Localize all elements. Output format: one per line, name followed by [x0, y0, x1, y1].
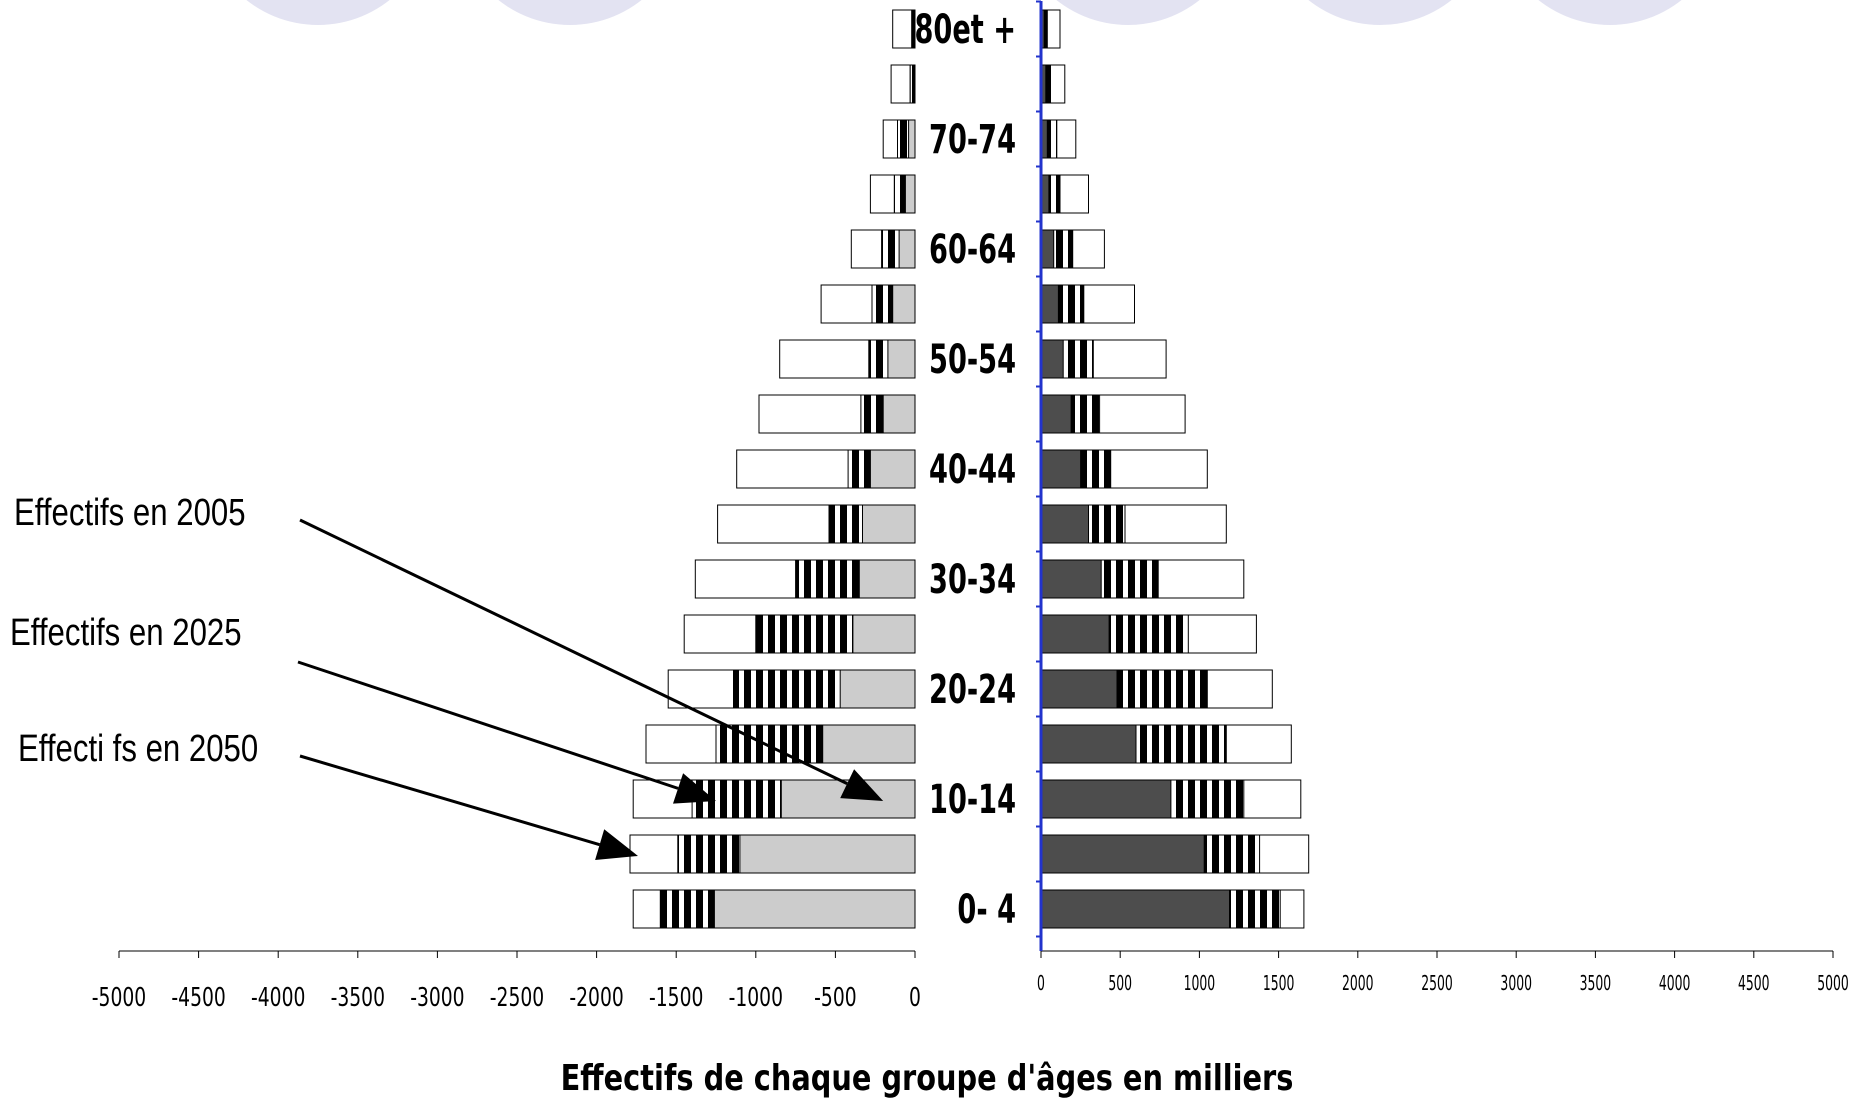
decor-circle — [246, 0, 390, 25]
right-tick-label: 5000 — [1817, 972, 1849, 995]
left-tick-label: -3500 — [331, 983, 385, 1013]
decor-circle — [1056, 0, 1200, 25]
right-tick-label: 3500 — [1580, 972, 1612, 995]
right-tick-label: 3000 — [1500, 972, 1532, 995]
callout-arrow-head — [840, 769, 884, 801]
age-label: 20-24 — [929, 667, 1016, 714]
callout-arrow-line — [299, 518, 848, 785]
left-tick-label: -1500 — [649, 983, 703, 1013]
left-bar-effectifs-en-2005 — [887, 339, 916, 379]
left-bar-effectifs-en-2005 — [862, 504, 916, 544]
age-label: 60-64 — [929, 227, 1016, 274]
decor-circle — [1538, 0, 1682, 25]
left-bar-effectifs-en-2005 — [904, 174, 916, 214]
left-bar-effectifs-en-2025 — [909, 64, 916, 104]
right-bar-4d4d4d — [1040, 394, 1072, 434]
right-tick-label: 2000 — [1342, 972, 1374, 995]
age-label: 10-14 — [929, 777, 1016, 824]
right-bar-4d4d4d — [1040, 504, 1089, 544]
age-label: 80et + — [914, 7, 1016, 54]
left-tick-label: -2000 — [569, 983, 623, 1013]
age-label: 30-34 — [929, 557, 1016, 604]
callout-arrow-head — [673, 773, 716, 804]
left-tick-label: -2500 — [490, 983, 544, 1013]
age-label: 0- 4 — [957, 887, 1016, 934]
right-bar-4d4d4d — [1040, 559, 1102, 599]
callout-2050: Effecti fs en 2050 — [18, 728, 259, 770]
left-bar-effectifs-en-2005 — [858, 559, 916, 599]
left-bar-effectifs-en-2025 — [911, 9, 916, 49]
right-tick-label: 500 — [1108, 972, 1132, 995]
left-bar-effectifs-en-2005 — [908, 119, 916, 159]
age-label: 70-74 — [929, 117, 1016, 164]
right-bar-4d4d4d — [1040, 449, 1082, 489]
right-bar-4d4d4d — [1040, 339, 1064, 379]
callout-arrow-line — [299, 754, 601, 847]
age-label: 40-44 — [929, 447, 1016, 494]
left-tick-label: -3000 — [410, 983, 464, 1013]
left-bar-effectifs-en-2005 — [839, 669, 916, 709]
x-axis-title: Effectifs de chaque groupe d'âges en mil… — [560, 1058, 1294, 1099]
left-bar-effectifs-en-2005 — [869, 449, 916, 489]
right-bar-4d4d4d — [1040, 669, 1118, 709]
left-tick-label: -5000 — [92, 983, 146, 1013]
background-decoration — [246, 0, 1682, 25]
right-bar-4d4d4d — [1040, 724, 1137, 764]
left-bar-effectifs-en-2005 — [780, 779, 916, 819]
left-bar-effectifs-en-2005 — [739, 834, 916, 874]
left-bar-effectifs-en-2005 — [852, 614, 916, 654]
right-tick-label: 1000 — [1184, 972, 1216, 995]
callout-2005: Effectifs en 2005 — [14, 492, 246, 534]
age-label: 50-54 — [929, 337, 1016, 384]
right-tick-label: 1500 — [1263, 972, 1295, 995]
right-bar-4d4d4d — [1040, 284, 1059, 324]
decor-circle — [1308, 0, 1452, 25]
decor-circle — [498, 0, 642, 25]
right-bar-4d4d4d — [1040, 834, 1205, 874]
left-tick-label: -4000 — [251, 983, 305, 1013]
left-tick-label: -4500 — [171, 983, 225, 1013]
left-tick-label: -500 — [814, 983, 856, 1013]
right-tick-label: 4500 — [1738, 972, 1770, 995]
left-bar-effectifs-en-2005 — [898, 229, 916, 269]
callout-arrow-head — [595, 829, 638, 860]
bars-layer — [629, 9, 1310, 929]
left-bar-effectifs-en-2005 — [822, 724, 916, 764]
right-bar-4d4d4d — [1040, 229, 1055, 269]
left-bar-effectifs-en-2005 — [882, 394, 916, 434]
left-bar-effectifs-en-2005 — [892, 284, 916, 324]
right-tick-label: 2500 — [1421, 972, 1453, 995]
right-tick-label: 4000 — [1659, 972, 1691, 995]
right-bar-4d4d4d — [1040, 614, 1110, 654]
left-tick-label: 0 — [909, 983, 921, 1013]
right-bar-4d4d4d — [1040, 889, 1230, 929]
right-tick-label: 0 — [1037, 972, 1045, 995]
callout-arrow-line — [297, 660, 679, 790]
axes-layer: -5000 -4500 -4000 -3500 -3000 -2500 -2000 -1500… — [92, 0, 1849, 1013]
right-bar-4d4d4d — [1040, 779, 1172, 819]
left-tick-label: -1000 — [729, 983, 783, 1013]
left-bar-effectifs-en-2005 — [713, 889, 916, 929]
callout-2025: Effectifs en 2025 — [10, 612, 242, 654]
callout-arrows — [297, 518, 884, 860]
